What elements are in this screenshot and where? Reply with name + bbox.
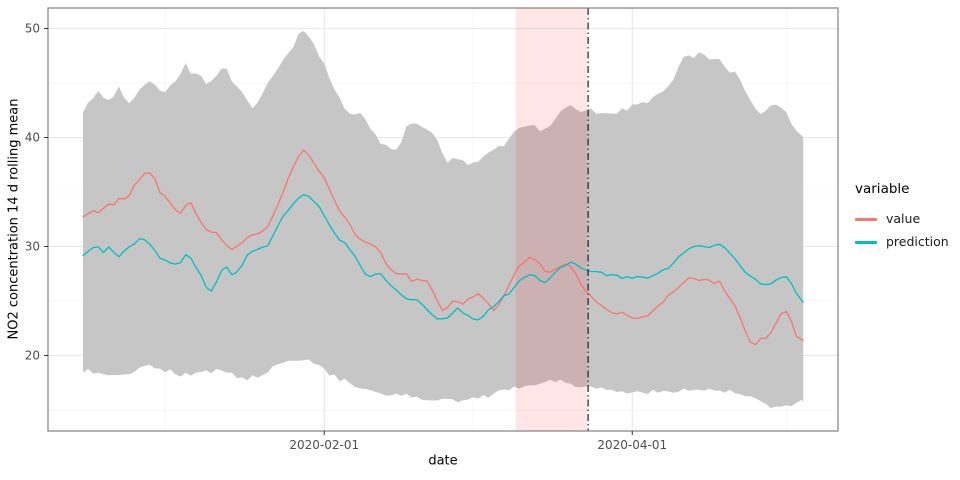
legend-title: variable: [855, 181, 910, 197]
confidence-ribbon: [83, 30, 804, 409]
panel-border: [47, 7, 839, 432]
y-tick-label: 50: [25, 22, 40, 36]
x-tick-label: 2020-02-01: [289, 438, 359, 452]
legend-label-prediction: prediction: [886, 234, 949, 250]
legend: variable value prediction: [855, 181, 959, 254]
prediction-line: [82, 194, 804, 321]
y-tick-label: 40: [25, 131, 40, 145]
legend-item-value: value: [855, 208, 959, 231]
y-tick-label: 30: [25, 240, 40, 254]
legend-label-value: value: [886, 211, 921, 227]
y-axis-title: NO2 concentration 14 d rolling mean: [6, 98, 22, 340]
x-tick-label: 2020-04-01: [597, 438, 667, 452]
shaded-region: [515, 8, 588, 431]
x-axis-title: date: [428, 453, 458, 469]
legend-key-value-line: [855, 218, 877, 221]
legend-item-prediction: prediction: [855, 231, 959, 254]
y-tick-label: 20: [25, 349, 40, 363]
legend-key-prediction-line: [855, 241, 877, 244]
value-line: [82, 149, 804, 346]
